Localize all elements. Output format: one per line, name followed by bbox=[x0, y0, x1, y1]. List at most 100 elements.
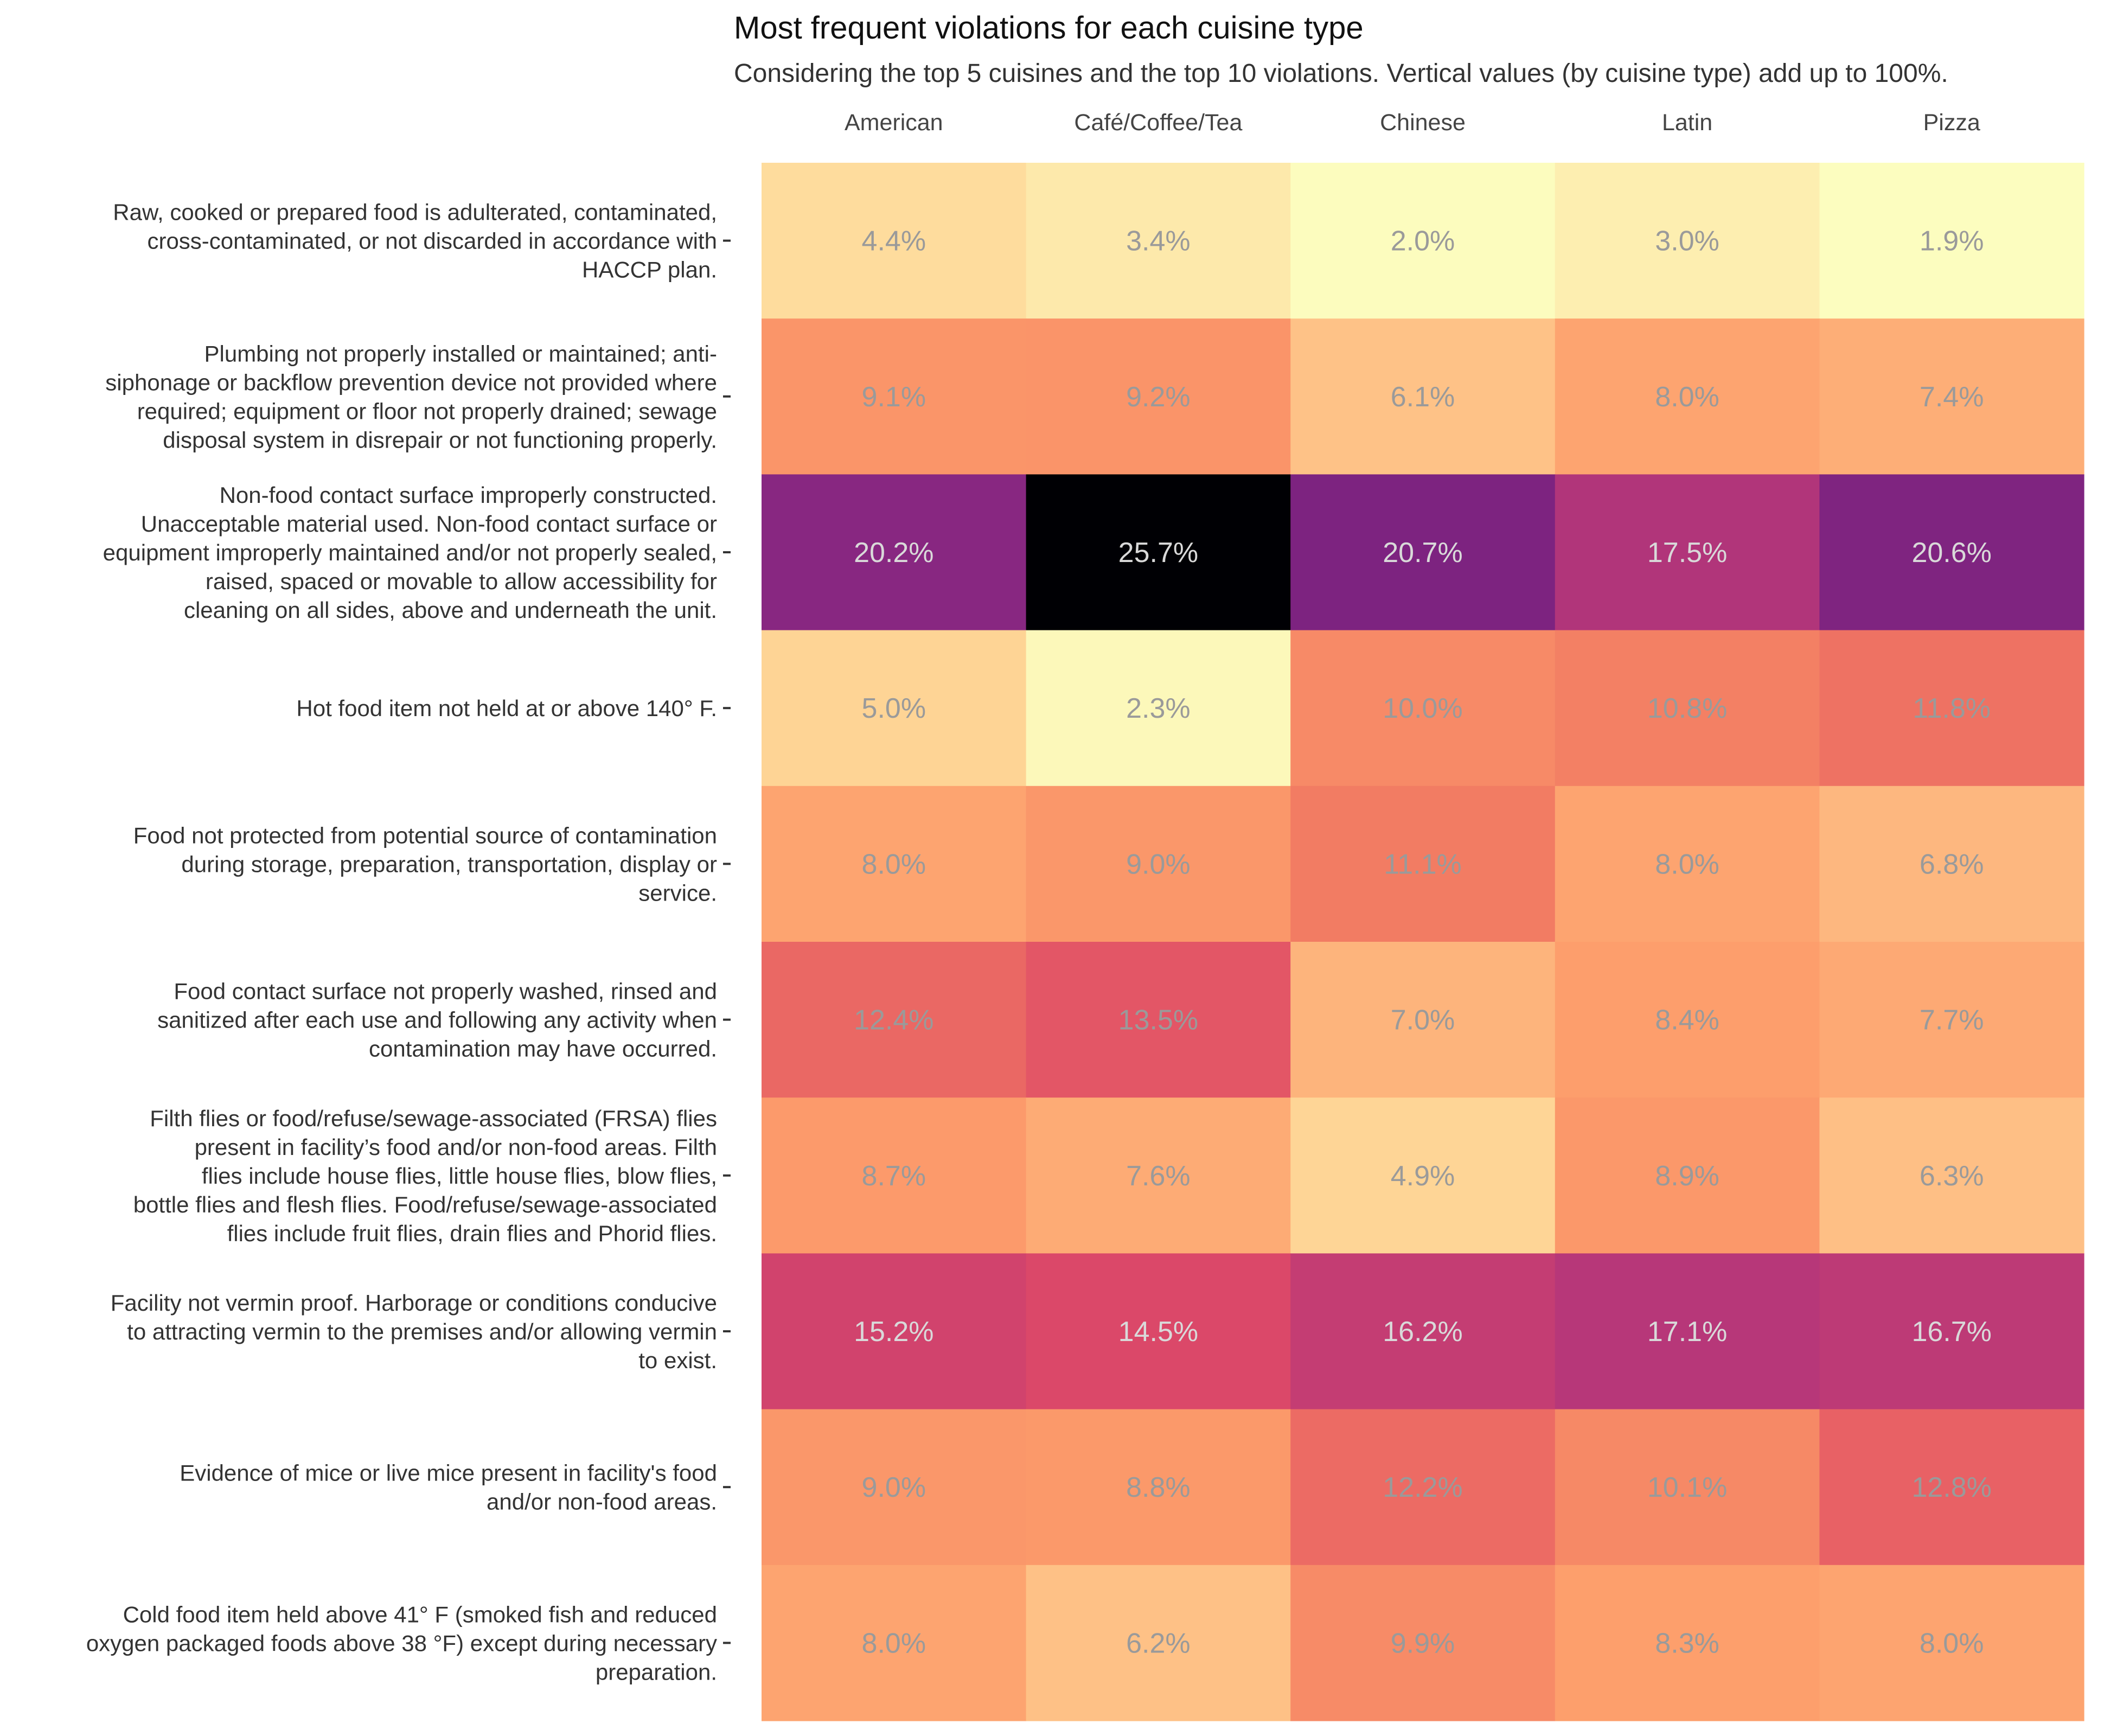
row-label-line: HACCP plan. bbox=[582, 257, 717, 283]
row-label-line: Plumbing not properly installed or maint… bbox=[204, 341, 717, 366]
heatmap-cell bbox=[762, 630, 1027, 787]
cell-value-label: 10.0% bbox=[1383, 693, 1462, 724]
row-label-line: to attracting vermin to the premises and… bbox=[127, 1319, 717, 1344]
heatmap-cell bbox=[1290, 786, 1556, 942]
cell-value-label: 2.0% bbox=[1391, 226, 1455, 257]
cell-value-label: 20.7% bbox=[1383, 537, 1462, 569]
heatmap-cell bbox=[1026, 942, 1291, 1098]
heatmap-cell bbox=[1290, 942, 1556, 1098]
heatmap-cell bbox=[762, 163, 1027, 319]
heatmap-cell bbox=[1555, 163, 1820, 319]
heatmap-cell bbox=[1819, 786, 2084, 942]
cell-value-label: 12.2% bbox=[1383, 1472, 1462, 1503]
cell-value-label: 14.5% bbox=[1118, 1316, 1198, 1348]
cell-value-label: 8.0% bbox=[862, 848, 926, 880]
cell-value-label: 6.1% bbox=[1391, 381, 1455, 413]
cell-value-label: 8.9% bbox=[1655, 1160, 1719, 1192]
cell-value-label: 3.4% bbox=[1126, 226, 1191, 257]
heatmap-cell bbox=[1290, 474, 1556, 631]
heatmap-cell bbox=[1555, 1409, 1820, 1566]
cell-value-label: 16.2% bbox=[1383, 1316, 1462, 1348]
heatmap-cell bbox=[762, 942, 1027, 1098]
heatmap-cell bbox=[1555, 1565, 1820, 1721]
heatmap-cell bbox=[1819, 1409, 2084, 1566]
row-label-line: Unacceptable material used. Non-food con… bbox=[141, 511, 717, 537]
heatmap-cell bbox=[1026, 1253, 1291, 1410]
heatmap-cell bbox=[1555, 474, 1820, 631]
column-label: Chinese bbox=[1380, 110, 1466, 136]
heatmap-cells: 4.4% 3.4% 2.0% 3.0% 1.9% 9.1% 9.2% 6.1% 8.0% 7.4%… bbox=[762, 163, 2084, 1721]
cell-value-label: 15.2% bbox=[854, 1316, 933, 1348]
row-label-line: contamination may have occurred. bbox=[369, 1036, 717, 1062]
row-label: Plumbing not properly installed or maint… bbox=[105, 341, 717, 452]
chart-title: Most frequent violations for each cuisin… bbox=[734, 10, 1364, 46]
row-label: Raw, cooked or prepared food is adultera… bbox=[113, 200, 717, 283]
heatmap-cell bbox=[1819, 942, 2084, 1098]
heatmap-cell bbox=[1290, 1097, 1556, 1254]
cell-value-label: 17.1% bbox=[1647, 1316, 1727, 1348]
heatmap-cell bbox=[1555, 1097, 1820, 1254]
heatmap-cell bbox=[1290, 630, 1556, 787]
column-label: Pizza bbox=[1923, 110, 1980, 136]
heatmap-cell bbox=[1819, 630, 2084, 787]
row-label-line: Food not protected from potential source… bbox=[133, 822, 717, 848]
cell-value-label: 8.0% bbox=[1655, 381, 1719, 413]
row-label-line: and/or non-food areas. bbox=[487, 1489, 717, 1515]
heatmap-cell bbox=[1026, 1565, 1291, 1721]
row-label-line: siphonage or backflow prevention device … bbox=[105, 369, 717, 395]
column-label: Café/Coffee/Tea bbox=[1074, 110, 1242, 136]
row-label-line: Filth flies or food/refuse/sewage-associ… bbox=[150, 1106, 717, 1131]
cell-value-label: 9.0% bbox=[1126, 848, 1191, 880]
row-label-line: required; equipment or floor not properl… bbox=[137, 398, 717, 424]
row-label: Food not protected from potential source… bbox=[133, 822, 717, 905]
cell-value-label: 12.8% bbox=[1911, 1472, 1991, 1503]
cell-value-label: 8.8% bbox=[1126, 1472, 1191, 1503]
heatmap-cell bbox=[1026, 630, 1291, 787]
cell-value-label: 7.4% bbox=[1920, 381, 1984, 413]
heatmap-cell bbox=[1819, 318, 2084, 475]
row-label-line: raised, spaced or movable to allow acces… bbox=[206, 569, 717, 594]
heatmap-cell bbox=[1290, 163, 1556, 319]
cell-value-label: 2.3% bbox=[1126, 693, 1191, 724]
heatmap-cell bbox=[762, 1409, 1027, 1566]
heatmap-cell bbox=[1555, 942, 1820, 1098]
heatmap-cell bbox=[1555, 630, 1820, 787]
cell-value-label: 20.6% bbox=[1911, 537, 1991, 569]
cell-value-label: 13.5% bbox=[1118, 1005, 1198, 1036]
heatmap-cell bbox=[762, 1097, 1027, 1254]
heatmap-cell bbox=[1819, 1565, 2084, 1721]
cell-value-label: 16.7% bbox=[1911, 1316, 1991, 1348]
heatmap-cell bbox=[1819, 163, 2084, 319]
heatmap-cell bbox=[1290, 318, 1556, 475]
row-label-line: cross-contaminated, or not discarded in … bbox=[147, 228, 717, 254]
heatmap-cell bbox=[1026, 318, 1291, 475]
cell-value-label: 10.8% bbox=[1647, 693, 1727, 724]
heatmap-cell bbox=[1555, 786, 1820, 942]
row-label-line: present in facility’s food and/or non-fo… bbox=[195, 1134, 717, 1160]
row-label-line: Raw, cooked or prepared food is adultera… bbox=[113, 200, 717, 225]
cell-value-label: 11.8% bbox=[1913, 693, 1991, 724]
row-label-line: to exist. bbox=[638, 1348, 717, 1373]
row-label-line: cleaning on all sides, above and underne… bbox=[184, 597, 717, 623]
cell-value-label: 11.1% bbox=[1384, 848, 1462, 880]
heatmap-cell bbox=[1290, 1409, 1556, 1566]
chart-subtitle: Considering the top 5 cuisines and the t… bbox=[734, 59, 1948, 88]
row-label: Hot food item not held at or above 140° … bbox=[296, 695, 717, 721]
row-label: Cold food item held above 41° F (smoked … bbox=[86, 1601, 717, 1684]
cell-value-label: 4.4% bbox=[862, 226, 926, 257]
heatmap-cell bbox=[1555, 318, 1820, 475]
heatmap-cell bbox=[1026, 1409, 1291, 1566]
cell-value-label: 5.0% bbox=[862, 693, 926, 724]
row-label: Non-food contact surface improperly cons… bbox=[103, 482, 717, 623]
heatmap-cell bbox=[1026, 163, 1291, 319]
cell-value-label: 6.2% bbox=[1126, 1628, 1191, 1659]
row-label-line: sanitized after each use and following a… bbox=[157, 1007, 717, 1033]
heatmap-cell bbox=[762, 786, 1027, 942]
row-label-line: bottle flies and flesh flies. Food/refus… bbox=[133, 1192, 717, 1217]
row-label-line: preparation. bbox=[596, 1659, 717, 1684]
cell-value-label: 8.4% bbox=[1655, 1005, 1719, 1036]
cell-value-label: 10.1% bbox=[1647, 1472, 1727, 1503]
cell-value-label: 17.5% bbox=[1647, 537, 1727, 569]
cell-value-label: 9.0% bbox=[862, 1472, 926, 1503]
